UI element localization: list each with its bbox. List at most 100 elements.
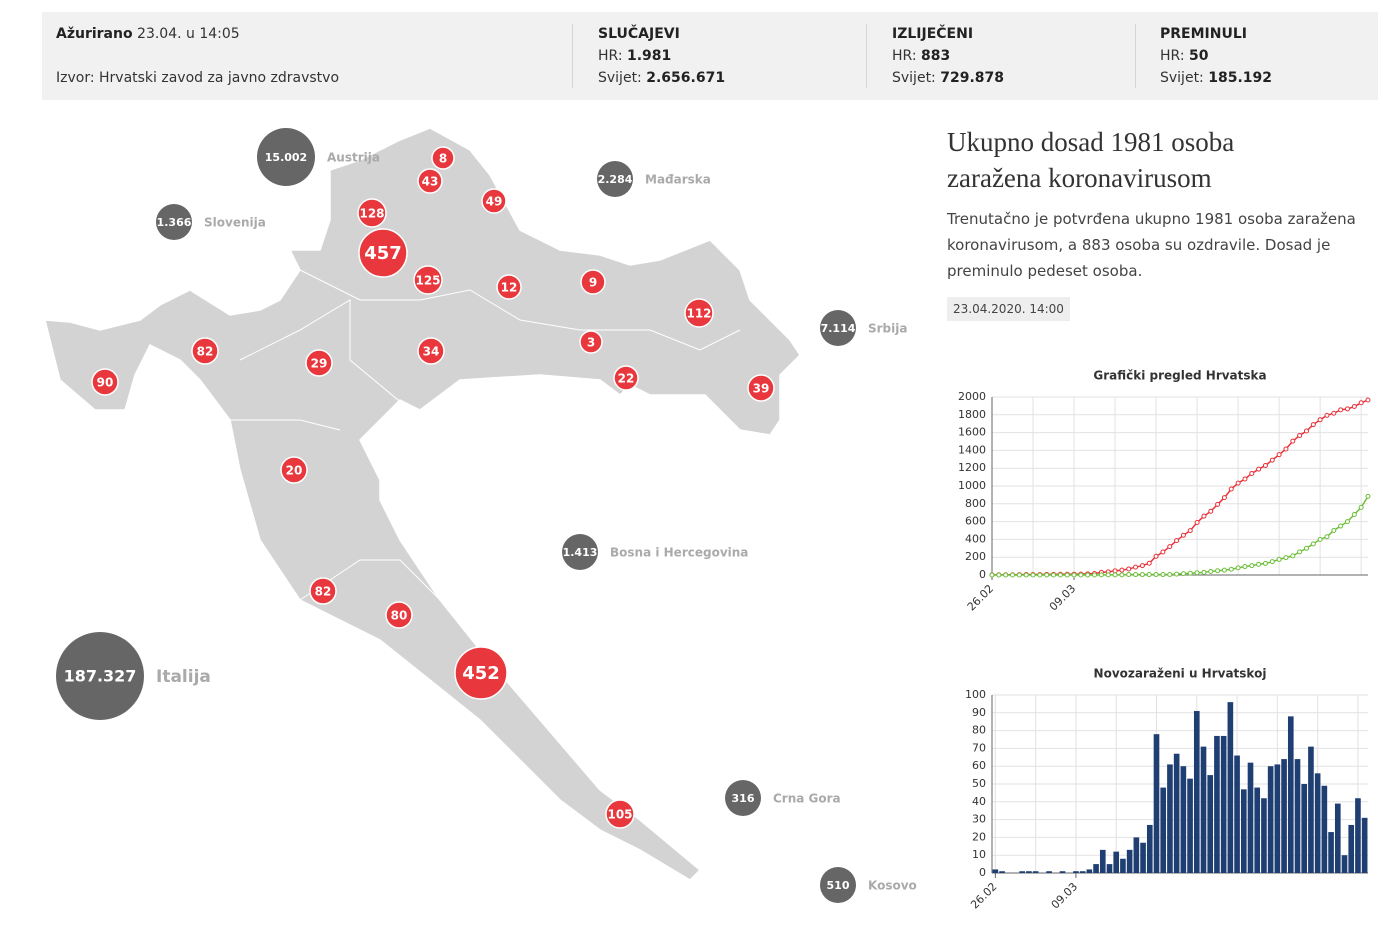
country-name: Italija [156, 667, 211, 687]
line-point [1119, 572, 1125, 578]
line-point [1331, 528, 1337, 533]
y-tick-label: 1800 [958, 408, 986, 421]
line-point [1290, 553, 1296, 559]
line-point [1331, 410, 1337, 416]
bar [1234, 755, 1240, 873]
bar [1220, 735, 1227, 873]
line-point [1235, 565, 1241, 571]
stat-line: Svijet: 185.192 [1160, 70, 1272, 86]
line-point [1297, 549, 1303, 555]
line-point [1338, 523, 1344, 529]
line-point [1215, 501, 1221, 507]
county-bubble [684, 298, 714, 328]
county-borders [239, 299, 411, 411]
line-point [1126, 572, 1132, 578]
line-point [1358, 400, 1364, 406]
line-point [1051, 572, 1057, 578]
line-point [1105, 572, 1111, 578]
line-point [1317, 417, 1323, 423]
country-bubble [820, 867, 856, 903]
country-name: Srbija [868, 322, 907, 336]
bar [1314, 773, 1321, 873]
bar [1173, 753, 1180, 873]
line-point [1262, 560, 1268, 566]
bar [1261, 798, 1267, 873]
county-value: 90 [97, 376, 114, 390]
country-bubble [56, 632, 144, 720]
bar [1214, 735, 1220, 873]
county-bubble [481, 188, 507, 214]
stat-label: HR: [892, 48, 917, 64]
county-bubble [191, 337, 219, 365]
line-point [1030, 572, 1036, 578]
country-name: Austrija [327, 151, 380, 165]
bar [1247, 762, 1254, 873]
bar [1254, 787, 1261, 873]
bar [992, 869, 999, 873]
line-point [1242, 564, 1248, 570]
line-point [1256, 561, 1262, 567]
line-point [1324, 412, 1330, 418]
line-point [1133, 564, 1139, 570]
line-point [1303, 545, 1309, 551]
line-point [1167, 571, 1173, 577]
line-point [1112, 572, 1118, 578]
country-value: 7.114 [821, 322, 856, 335]
bar [1301, 784, 1308, 873]
line-point [1297, 432, 1303, 438]
bar [1281, 759, 1287, 873]
bar [1059, 871, 1066, 873]
croatia-map [44, 127, 801, 881]
stat-world: 2.656.671 [646, 70, 726, 86]
bar [1146, 824, 1153, 873]
line-point [1085, 572, 1091, 578]
y-tick-label: 1200 [958, 461, 986, 474]
line-point [1242, 476, 1248, 482]
line-point [1235, 480, 1241, 486]
stat-line: HR: 883 [892, 48, 950, 64]
county-value: 12 [501, 281, 518, 295]
y-tick-label: 70 [972, 741, 986, 754]
bar [1294, 759, 1301, 873]
county-value: 9 [589, 276, 597, 290]
country-bubble [820, 310, 856, 346]
x-tick-label: 09.03 [1047, 582, 1078, 613]
line-point [1324, 534, 1330, 540]
country-name: Crna Gora [773, 792, 841, 806]
bar [1334, 803, 1341, 873]
bar [1046, 871, 1052, 873]
line-point [1351, 511, 1357, 517]
bar [1321, 785, 1328, 873]
bar [1274, 764, 1281, 873]
stat-label: Svijet: [598, 70, 642, 86]
line-point [1201, 513, 1207, 519]
line-point [1276, 452, 1282, 458]
line-point [1180, 571, 1186, 577]
bar [1267, 766, 1274, 873]
line-point [1256, 466, 1262, 472]
line-point [1167, 544, 1173, 550]
line-point [1365, 397, 1371, 403]
line-point [1215, 568, 1221, 574]
county-borders [299, 269, 741, 351]
bar [1160, 787, 1167, 873]
line-point [1269, 559, 1275, 565]
chart-title: Grafički pregled Hrvatska [1093, 369, 1266, 383]
y-tick-label: 800 [965, 497, 986, 510]
bar [1348, 824, 1355, 873]
county-bubble [454, 646, 508, 700]
stat-label: Svijet: [1160, 70, 1204, 86]
line-point [1187, 570, 1193, 576]
line-point [1119, 567, 1125, 573]
y-tick-label: 90 [972, 706, 986, 719]
stat-line: HR: 1.981 [598, 48, 671, 64]
line-series [992, 496, 1369, 576]
country-value: 2.284 [598, 173, 633, 186]
line-point [996, 572, 1002, 578]
county-value: 39 [753, 382, 770, 396]
county-bubble [417, 337, 445, 365]
county-bubble [280, 456, 308, 484]
stat-line: SLUČAJEVI [598, 26, 680, 42]
line-point [1221, 495, 1227, 501]
line-point [1228, 566, 1234, 572]
